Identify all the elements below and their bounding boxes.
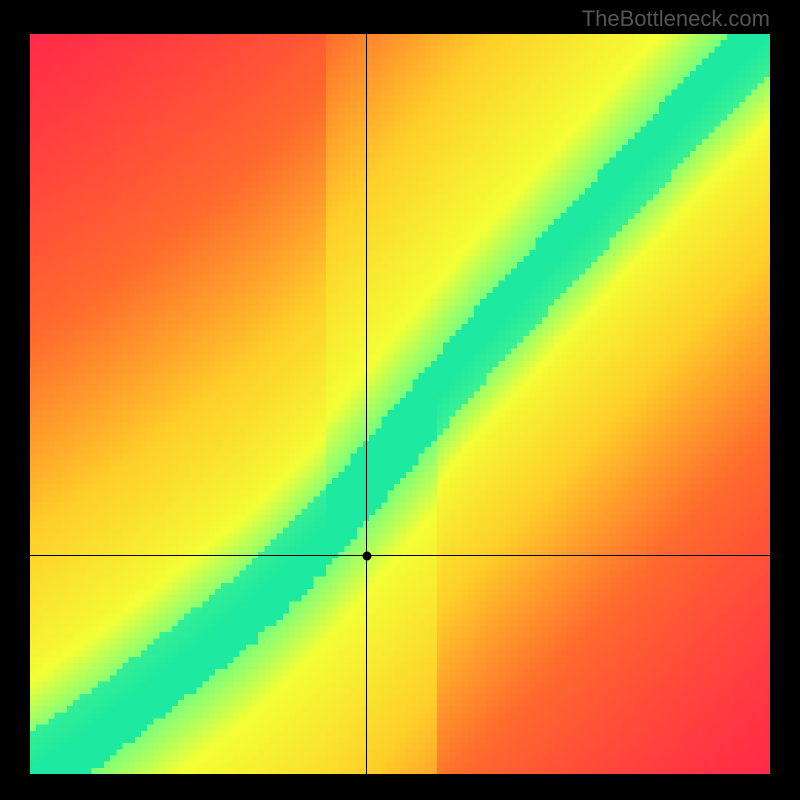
crosshair-horizontal [30,555,770,556]
bottleneck-heatmap [30,34,770,774]
watermark-text: TheBottleneck.com [582,6,770,32]
chart-container: { "watermark": { "text": "TheBottleneck.… [0,0,800,800]
crosshair-vertical [366,34,367,774]
selection-marker [362,551,371,560]
